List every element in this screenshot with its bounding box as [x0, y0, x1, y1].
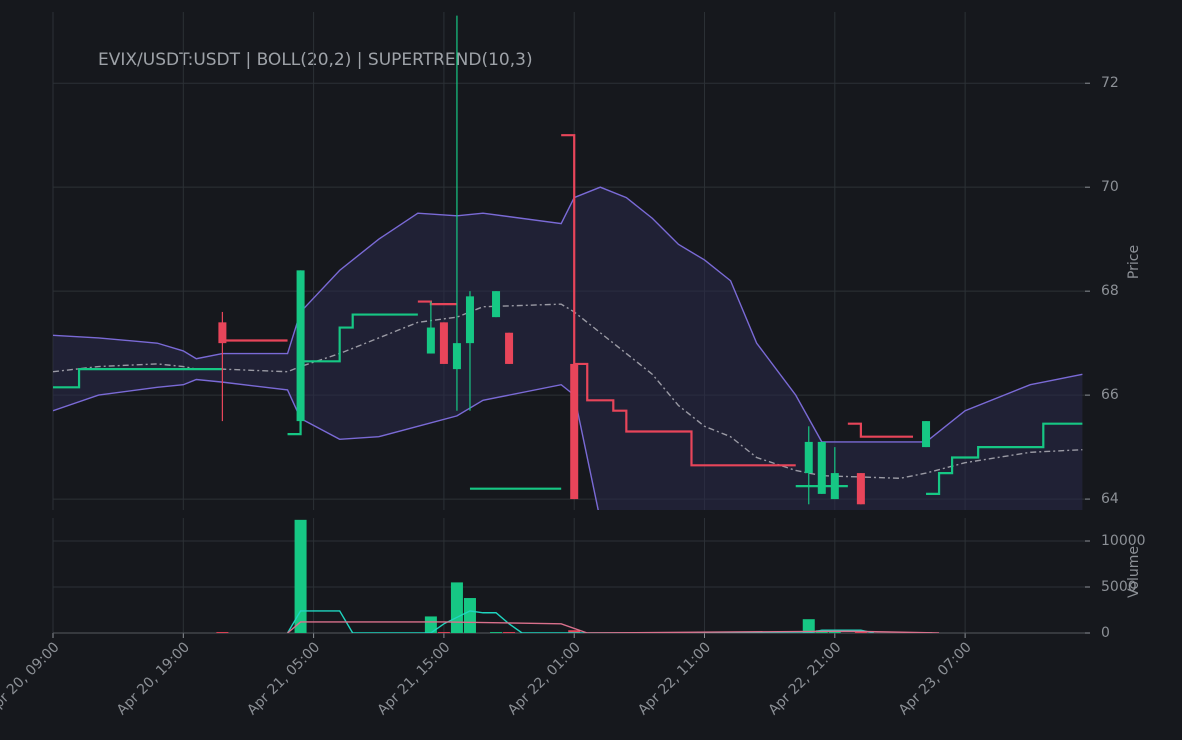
y-tick-label: 66: [1101, 387, 1119, 403]
candle-body: [426, 327, 435, 354]
supertrend-line: [287, 313, 418, 436]
volume-bar: [568, 630, 581, 633]
candle-body: [817, 441, 826, 494]
candle-body: [804, 441, 813, 474]
volume-ma-line: [287, 621, 940, 633]
candle-body: [465, 296, 474, 344]
volume-bar: [437, 632, 450, 633]
volume-bar: [854, 632, 867, 633]
y2-tick-label: 0: [1101, 625, 1110, 641]
x-tick-label: Apr 20, 19:00: [114, 639, 193, 718]
volume-bar: [503, 632, 516, 633]
candle-body: [830, 473, 839, 500]
volume-bar: [802, 619, 815, 633]
volume-bar: [450, 582, 463, 633]
candle-body: [296, 270, 305, 422]
y-tick-label: 68: [1101, 283, 1119, 299]
volume-bar: [463, 598, 476, 633]
candle-body: [922, 421, 931, 448]
volume-bar: [294, 519, 307, 633]
y2-tick-label: 5000: [1101, 579, 1137, 595]
x-tick-label: Apr 22, 11:00: [635, 639, 714, 718]
x-tick-label: Apr 23, 07:00: [896, 639, 975, 718]
candle-body: [505, 332, 514, 364]
y2-axis-label: Volume: [1126, 546, 1142, 598]
candle-body: [439, 322, 448, 364]
supertrend-line: [847, 422, 913, 438]
price-panel: [53, 15, 1083, 510]
y-tick-label: 70: [1101, 179, 1119, 195]
x-tick-label: Apr 21, 15:00: [375, 639, 454, 718]
x-tick-label: Apr 20, 09:00: [0, 639, 63, 718]
volume-panel: [216, 519, 940, 633]
candle-body: [856, 473, 865, 505]
x-tick-label: Apr 21, 05:00: [244, 639, 323, 718]
supertrend-line: [926, 422, 1083, 495]
chart-title: EVIX/USDT:USDT | BOLL(20,2) | SUPERTREND…: [98, 50, 533, 70]
y-tick-label: 72: [1101, 75, 1119, 91]
candle-body: [452, 343, 461, 370]
candle-body: [492, 291, 501, 318]
y2-tick-label: 10000: [1101, 533, 1146, 549]
volume-bar: [490, 632, 503, 633]
supertrend-line: [561, 134, 796, 467]
y-axis-label: Price: [1126, 245, 1142, 279]
band-fill: [53, 187, 1083, 510]
candle-body: [570, 363, 579, 500]
candle-body: [218, 322, 227, 344]
x-tick-label: Apr 22, 21:00: [765, 639, 844, 718]
supertrend-line: [53, 368, 223, 389]
volume-bar: [216, 632, 229, 633]
x-tick-label: Apr 22, 01:00: [505, 639, 584, 718]
volume-bar: [424, 616, 437, 633]
y-tick-label: 64: [1101, 491, 1119, 507]
